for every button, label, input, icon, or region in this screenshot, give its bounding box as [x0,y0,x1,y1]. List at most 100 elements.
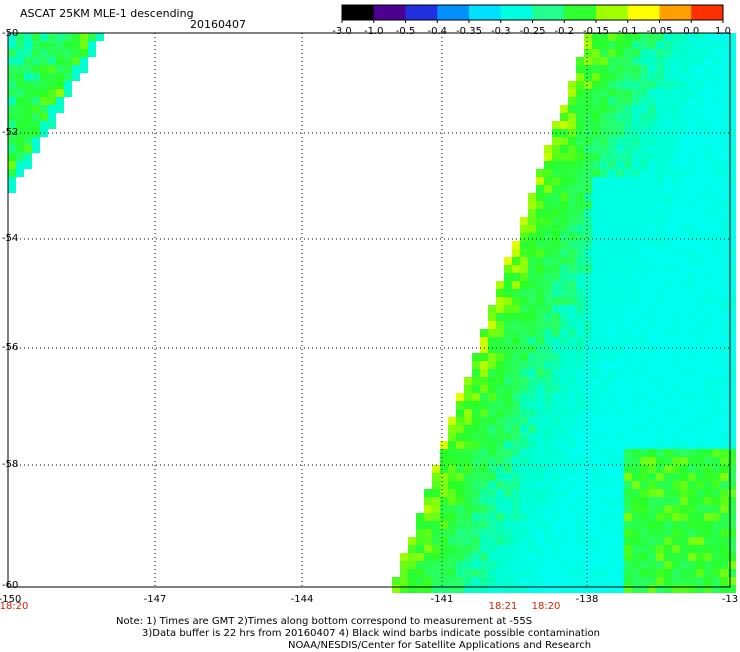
swath-cell [456,505,464,513]
swath-cell [16,97,24,105]
swath-cell [592,49,600,57]
swath-cell [48,57,56,65]
swath-cell [504,313,512,321]
swath-cell [608,137,616,145]
swath-cell [624,537,632,545]
swath-cell [664,561,672,569]
swath-cell [504,457,512,465]
swath-cell [672,41,680,49]
swath-cell [544,401,552,409]
swath-cell [600,409,608,417]
swath-cell [576,561,584,569]
swath-cell [472,353,480,361]
swath-cell [536,201,544,209]
swath-cell [408,545,416,553]
swath-cell [552,209,560,217]
swath-cell [616,513,624,521]
swath-cell [488,361,496,369]
swath-cell [448,513,456,521]
swath-cell [560,193,568,201]
swath-cell [424,497,432,505]
swath-cell [656,425,664,433]
swath-cell [728,377,736,385]
swath-cell [464,417,472,425]
swath-cell [664,97,672,105]
swath-cell [504,489,512,497]
swath-cell [488,585,496,593]
swath-cell [16,161,24,169]
swath-cell [608,169,616,177]
swath-cell [16,105,24,113]
swath-cell [528,353,536,361]
swath-cell [624,377,632,385]
swath-cell [680,401,688,409]
swath-cell [680,193,688,201]
swath-cell [24,33,32,41]
swath-cell [448,561,456,569]
swath-cell [696,65,704,73]
swath-cell [608,145,616,153]
swath-cell [592,169,600,177]
swath-cell [720,585,728,593]
swath-cell [576,425,584,433]
swath-cell [528,249,536,257]
swath-cell [560,233,568,241]
swath-cell [656,393,664,401]
swath-cell [592,289,600,297]
swath-cell [16,169,24,177]
swath-cell [520,505,528,513]
swath-cell [704,177,712,185]
swath-cell [568,345,576,353]
swath-cell [600,585,608,593]
swath-cell [464,569,472,577]
swath-cell [584,177,592,185]
swath-cell [544,257,552,265]
swath-cell [728,225,736,233]
swath-cell [616,297,624,305]
swath-cell [672,33,680,41]
swath-cell [680,217,688,225]
lat-label-52: -52 [2,127,19,138]
swath-cell [576,401,584,409]
swath-cell [608,73,616,81]
swath-cell [568,249,576,257]
swath-cell [568,473,576,481]
swath-cell [576,257,584,265]
swath-cell [720,217,728,225]
swath-cell [528,473,536,481]
swath-cell [552,545,560,553]
swath-cell [432,561,440,569]
swath-cell [576,393,584,401]
swath-cell [616,209,624,217]
swath-cell [688,57,696,65]
swath-cell [672,401,680,409]
swath-cell [672,345,680,353]
swath-cell [496,433,504,441]
swath-cell [440,569,448,577]
swath-cell [624,553,632,561]
swath-cell [496,401,504,409]
swath-cell [456,401,464,409]
swath-cell [728,241,736,249]
swath-cell [592,537,600,545]
swath-cell [576,177,584,185]
swath-cell [592,553,600,561]
swath-cell [496,577,504,585]
swath-cell [624,457,632,465]
swath-cell [448,553,456,561]
swath-cell [632,513,640,521]
swath-cell [600,65,608,73]
swath-cell [560,145,568,153]
swath-cell [536,185,544,193]
swath-cell [680,513,688,521]
swath-cell [616,433,624,441]
swath-cell [528,585,536,593]
swath-cell [616,401,624,409]
swath-cell [544,225,552,233]
swath-cell [672,441,680,449]
swath-cell [512,537,520,545]
swath-cell [632,193,640,201]
swath-cell [624,153,632,161]
swath-cell [688,369,696,377]
swath-cell [616,241,624,249]
